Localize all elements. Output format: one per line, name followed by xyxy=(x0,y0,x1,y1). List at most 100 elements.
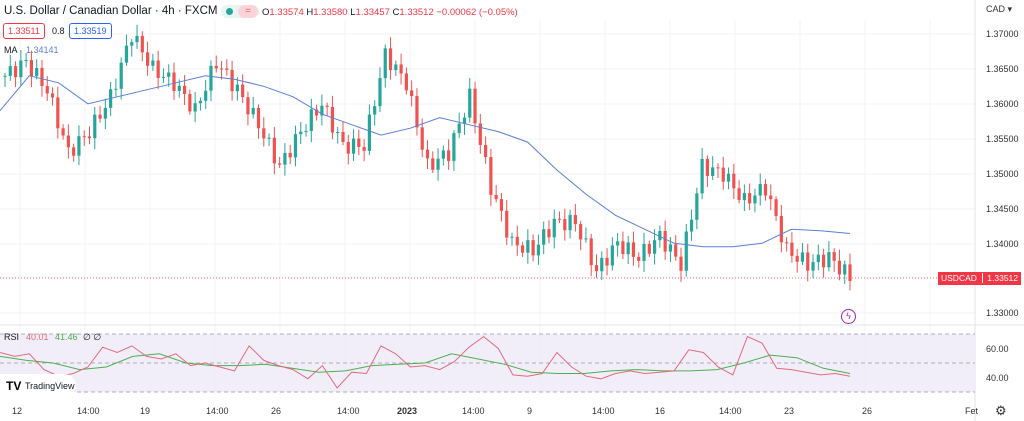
candle-body xyxy=(547,229,551,238)
price-tick: 1.36000 xyxy=(986,99,1019,109)
candle-body xyxy=(82,136,86,138)
time-tick: 14:00 xyxy=(337,406,360,416)
candle-body xyxy=(769,195,773,200)
time-tick: 14:00 xyxy=(462,406,485,416)
tradingview-logo[interactable]: TV TradingView xyxy=(0,374,76,398)
candle-body xyxy=(711,167,715,176)
candle-body xyxy=(24,60,28,62)
candle-body xyxy=(314,109,319,116)
candle-body xyxy=(182,85,187,94)
rsi-ma-line xyxy=(0,353,851,374)
candle-body xyxy=(589,238,593,266)
candle-body xyxy=(288,152,292,158)
rsi-value: 40.01 xyxy=(26,332,49,342)
time-tick: Fet xyxy=(965,406,979,416)
rsi-level-60: 60.00 xyxy=(986,344,1009,354)
symbol-title[interactable]: U.S. Dollar / Canadian Dollar · 4h · FXC… xyxy=(4,5,218,17)
candle-body xyxy=(431,158,435,170)
candle-body xyxy=(510,236,514,238)
candle-body xyxy=(447,150,451,161)
candle-body xyxy=(489,157,493,195)
candle-body xyxy=(642,243,646,261)
candle-body xyxy=(246,97,250,115)
candle-body xyxy=(610,245,614,266)
candle-body xyxy=(320,105,324,116)
candle-body xyxy=(763,184,768,196)
rsi-label[interactable]: RSI xyxy=(4,332,20,342)
candle-body xyxy=(526,240,530,253)
candle-body xyxy=(520,245,525,253)
candle-body xyxy=(87,136,92,139)
candle-body xyxy=(594,265,599,272)
rsi-ma-value: 41.46 xyxy=(55,332,78,342)
candle-body xyxy=(425,149,430,159)
candle-body xyxy=(436,158,440,170)
candle-body xyxy=(626,242,630,255)
candle-body xyxy=(605,257,609,266)
candle-body xyxy=(726,173,731,182)
time-tick: 26 xyxy=(862,406,873,416)
candle-body xyxy=(156,60,160,78)
price-tick: 1.34500 xyxy=(986,204,1019,214)
candle-body xyxy=(346,141,350,154)
candle-body xyxy=(114,88,118,90)
candle-body xyxy=(225,68,229,70)
rsi-level-40: 40.00 xyxy=(986,373,1009,383)
candle-body xyxy=(66,135,70,148)
candle-body xyxy=(399,64,403,74)
candle-body xyxy=(214,65,218,69)
candle-body xyxy=(721,167,725,182)
time-tick: 19 xyxy=(140,406,151,416)
candle-body xyxy=(800,252,805,262)
candle-body xyxy=(119,62,123,89)
candle-body xyxy=(494,194,498,200)
candle-body xyxy=(13,66,18,78)
settings-gear-icon[interactable]: ⚙ xyxy=(995,403,1007,418)
candle-body xyxy=(209,65,213,91)
candle-body xyxy=(811,262,815,271)
lightning-icon[interactable]: ϟ xyxy=(841,309,856,324)
candle-body xyxy=(8,66,12,76)
market-open-icon xyxy=(226,8,233,15)
candle-body xyxy=(600,257,604,272)
candle-body xyxy=(774,199,778,216)
candle-body xyxy=(278,163,282,165)
sell-button[interactable]: 1.33511 xyxy=(3,23,45,39)
candle-body xyxy=(193,103,197,112)
candle-body xyxy=(388,48,393,71)
candle-body xyxy=(61,128,65,136)
candle-body xyxy=(674,244,678,257)
candle-body xyxy=(283,152,287,165)
candle-body xyxy=(198,100,203,104)
time-tick: 14:00 xyxy=(719,406,742,416)
candle-body xyxy=(737,188,741,201)
candle-body xyxy=(45,86,49,94)
candle-body xyxy=(462,117,467,124)
candle-body xyxy=(684,231,688,271)
candle-body xyxy=(478,123,482,145)
buy-button[interactable]: 1.33519 xyxy=(69,23,112,39)
candle-body xyxy=(98,114,102,119)
spread-value: 0.8 xyxy=(52,26,65,36)
candle-body xyxy=(124,45,129,63)
price-tick: 1.37000 xyxy=(986,29,1019,39)
candle-body xyxy=(542,229,546,245)
price-tick: 1.33000 xyxy=(986,308,1019,318)
candle-body xyxy=(56,97,60,129)
candle-body xyxy=(410,90,414,97)
currency-dropdown[interactable]: CAD ▾ xyxy=(986,4,1013,14)
candle-body xyxy=(420,127,424,150)
rsi-extra: ∅ ∅ xyxy=(83,332,102,342)
candle-body xyxy=(3,75,7,77)
candle-body xyxy=(758,184,762,196)
candle-body xyxy=(151,60,155,66)
status-pill[interactable]: = xyxy=(221,5,259,18)
ma-label[interactable]: MA xyxy=(4,45,18,55)
candle-body xyxy=(647,243,651,254)
candle-body xyxy=(668,244,673,252)
candle-body xyxy=(753,195,757,204)
candle-body xyxy=(304,130,308,132)
candle-body xyxy=(167,72,171,77)
